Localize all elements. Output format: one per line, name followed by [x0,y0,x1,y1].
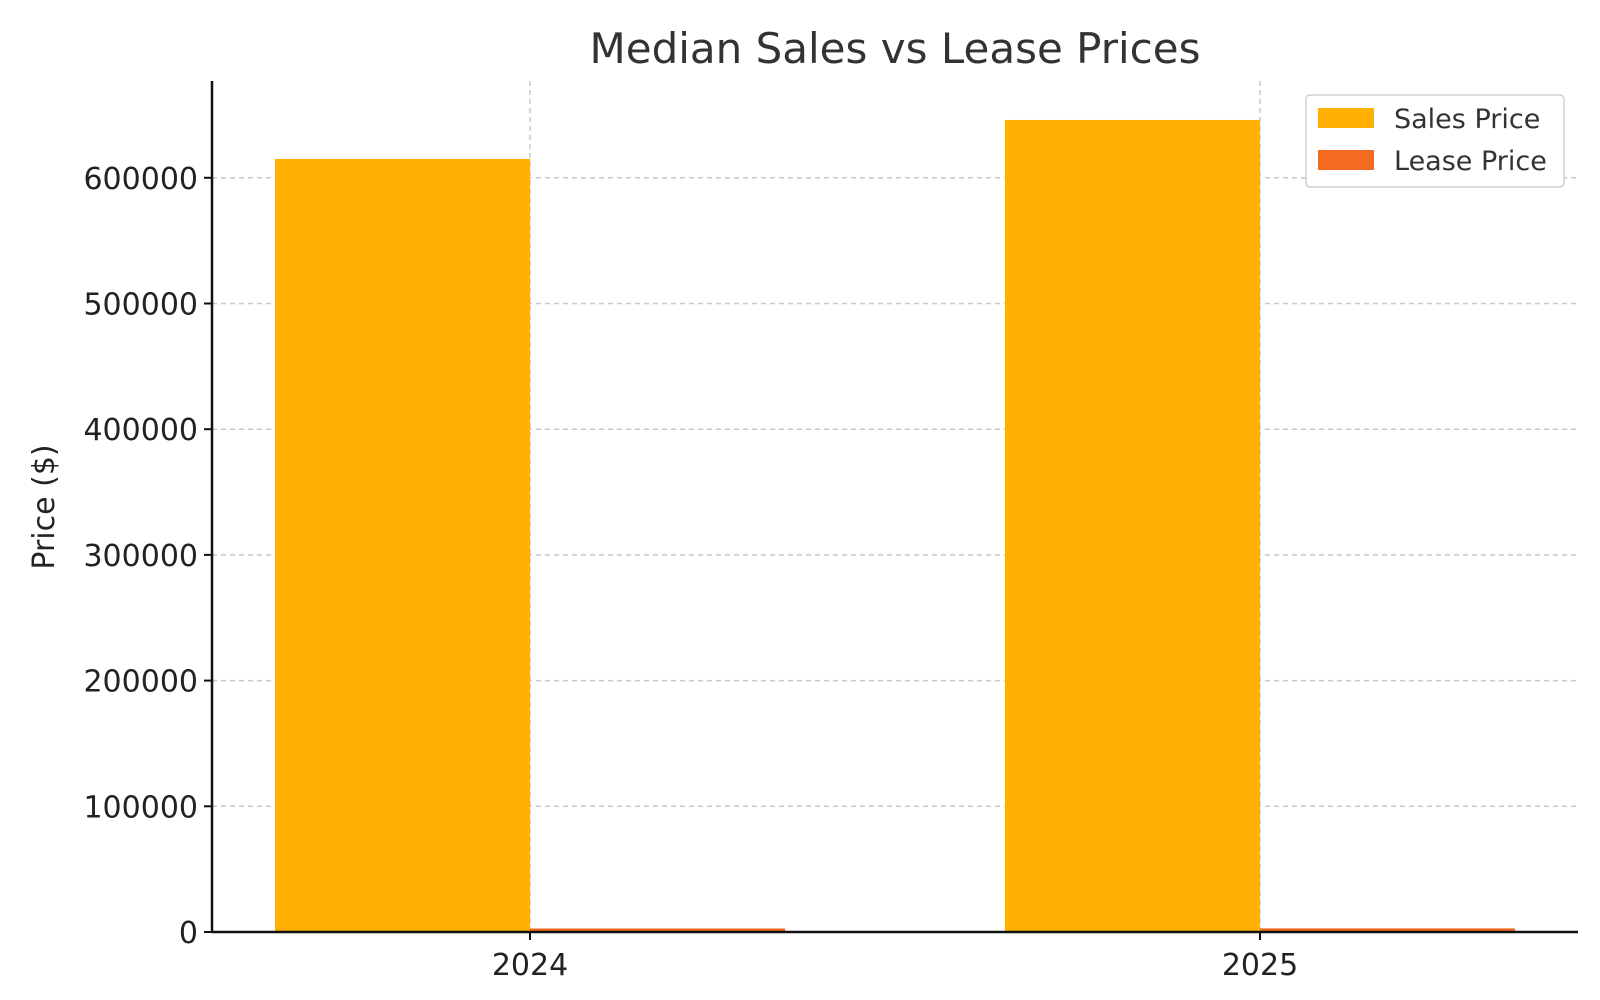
bar-lease-price-2024 [530,928,785,932]
y-tick-label: 100000 [83,790,198,825]
x-ticks: 2024 2025 [492,932,1298,983]
chart-title: Median Sales vs Lease Prices [590,24,1201,73]
y-tick-label: 300000 [83,539,198,574]
y-tick-label: 400000 [83,413,198,448]
bar-sales-price-2025 [1005,119,1260,932]
y-tick-label: 0 [179,916,198,951]
bar-lease-price-2025 [1260,928,1515,932]
legend: Sales Price Lease Price [1305,94,1565,188]
y-tick-label: 500000 [83,287,198,322]
legend-label: Sales Price [1394,104,1540,135]
y-axis-label: Price ($) [27,444,62,569]
y-tick-label: 200000 [83,665,198,700]
y-ticks: 0 100000 200000 300000 400000 500000 600000 [83,162,212,951]
bar-sales-price-2024 [275,158,530,933]
x-tick-label: 2024 [492,948,568,983]
legend-label: Lease Price [1394,146,1547,177]
axes [210,81,1578,934]
y-tick-label: 600000 [83,162,198,197]
legend-swatch [1318,150,1374,170]
legend-swatch [1318,108,1374,128]
x-tick-label: 2025 [1222,948,1298,983]
bars [275,119,1515,933]
